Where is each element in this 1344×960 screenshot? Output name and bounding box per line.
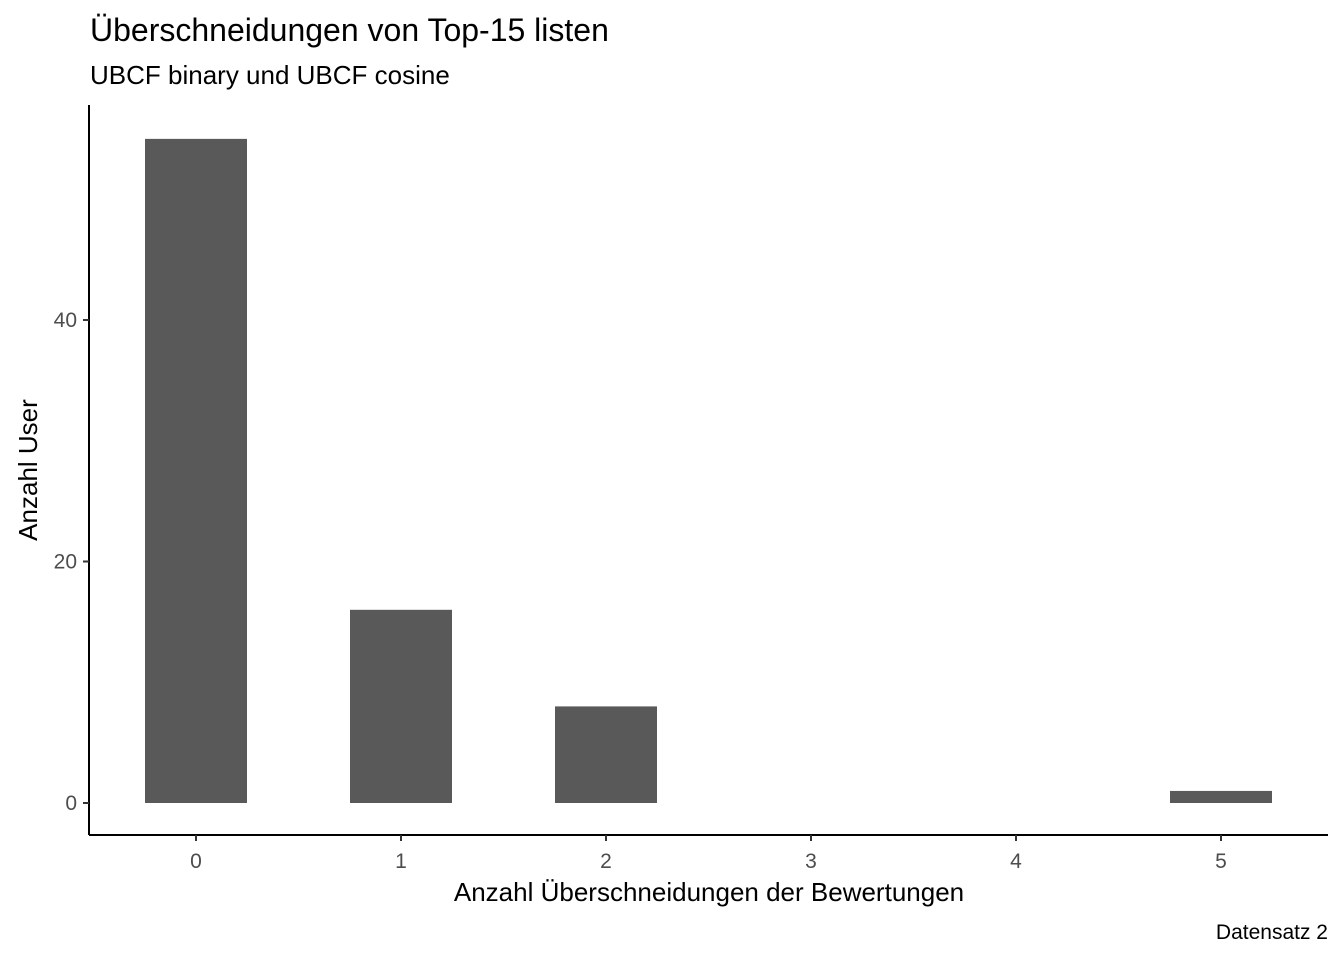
- bar-0: [145, 138, 247, 803]
- bar-5: [1170, 790, 1272, 803]
- y-axis-title: Anzahl User: [13, 399, 43, 541]
- bar-1: [350, 609, 452, 803]
- y-axis: 0 20 40: [54, 105, 90, 835]
- x-tick-label-3: 3: [805, 850, 817, 873]
- y-tick-label-40: 40: [54, 309, 77, 332]
- x-tick-label-0: 0: [190, 850, 202, 873]
- x-tick-label-5: 5: [1215, 850, 1227, 873]
- y-tick-label-20: 20: [54, 551, 77, 574]
- chart-caption: Datensatz 2: [1215, 921, 1328, 944]
- bars-group: [145, 138, 1272, 803]
- x-tick-label-1: 1: [395, 850, 407, 873]
- chart-subtitle: UBCF binary und UBCF cosine: [90, 60, 450, 90]
- x-axis: 0 1 2 3 4 5: [89, 834, 1328, 873]
- chart-title: Überschneidungen von Top-15 listen: [90, 12, 609, 48]
- y-tick-label-0: 0: [65, 792, 77, 815]
- x-tick-label-4: 4: [1010, 850, 1022, 873]
- bar-2: [555, 706, 657, 803]
- x-tick-label-2: 2: [600, 850, 612, 873]
- x-axis-title: Anzahl Überschneidungen der Bewertungen: [454, 877, 964, 907]
